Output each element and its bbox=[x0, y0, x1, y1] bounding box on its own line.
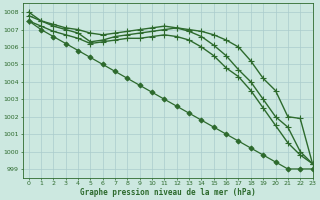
X-axis label: Graphe pression niveau de la mer (hPa): Graphe pression niveau de la mer (hPa) bbox=[80, 188, 255, 197]
